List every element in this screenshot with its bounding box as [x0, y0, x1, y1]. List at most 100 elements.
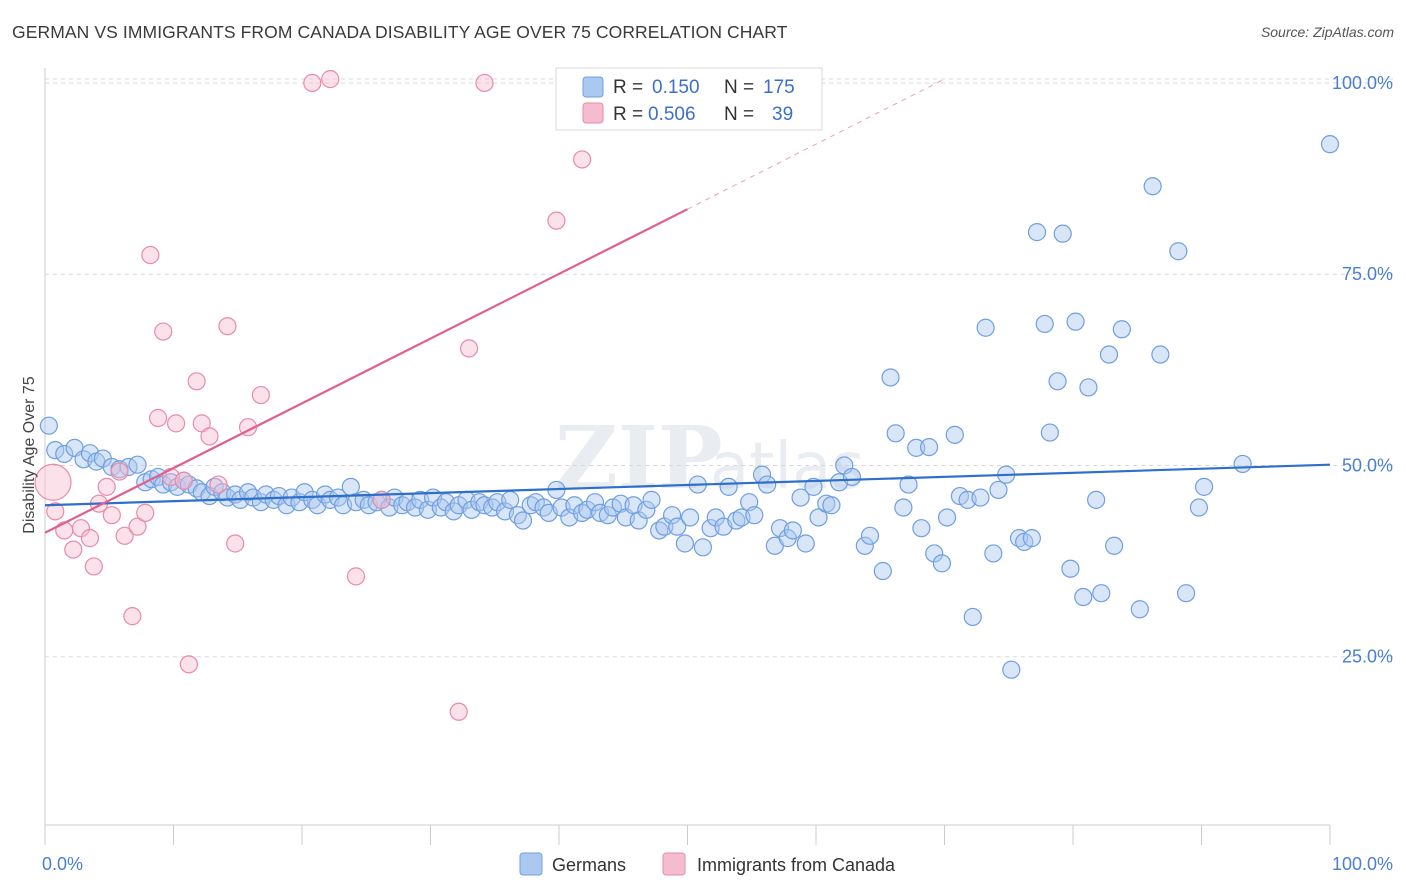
- germans-point-1: [46, 441, 65, 460]
- legend-n-value-germans: 175: [763, 77, 795, 98]
- canada-point-17: [154, 322, 173, 341]
- germans-point-169: [1194, 477, 1214, 496]
- germans-point-90: [637, 500, 656, 519]
- germans-point-142: [984, 544, 1003, 563]
- germans-point-113: [783, 521, 802, 540]
- germans-point-109: [758, 475, 777, 494]
- germans-point-162: [1112, 320, 1131, 339]
- germans-point-151: [1040, 423, 1059, 442]
- germans-point-28: [238, 483, 258, 502]
- canada-point-0: [34, 463, 72, 501]
- legend-n-value-canada: 39: [772, 104, 793, 125]
- canada-point-4: [71, 519, 91, 538]
- series-immigrants-from-canada: [34, 70, 592, 721]
- germans-point-103: [719, 477, 738, 496]
- canada-point-26: [218, 317, 237, 336]
- bottom-legend-swatch-germans: [519, 852, 543, 876]
- series-germans: [39, 135, 1340, 679]
- germans-point-167: [1176, 584, 1196, 603]
- germans-point-152: [1048, 372, 1067, 391]
- legend-swatch-canada: [582, 102, 604, 124]
- canada-point-22: [187, 372, 206, 391]
- germans-point-143: [989, 480, 1008, 500]
- watermark: ZIP atlas: [555, 408, 865, 509]
- germans-point-133: [925, 544, 944, 563]
- germans-point-101: [706, 508, 725, 527]
- germans-point-117: [809, 508, 828, 527]
- legend-swatch-germans: [582, 76, 604, 98]
- germans-point-140: [971, 488, 990, 507]
- canada-point-37: [547, 211, 566, 230]
- germans-point-141: [976, 318, 995, 337]
- canada-point-10: [110, 462, 129, 481]
- canada-point-1: [46, 502, 65, 521]
- germans-point-135: [937, 508, 957, 527]
- germans-point-168: [1189, 498, 1209, 517]
- germans-point-2: [55, 444, 74, 464]
- germans-point-163: [1130, 600, 1149, 619]
- axes: [44, 68, 1331, 845]
- germans-point-119: [822, 496, 841, 515]
- germans-point-104: [727, 511, 746, 530]
- canada-point-25: [209, 475, 228, 494]
- canada-point-27: [226, 534, 245, 553]
- canada-point-20: [174, 471, 193, 490]
- germans-point-129: [899, 475, 918, 494]
- germans-point-116: [804, 477, 823, 496]
- germans-point-125: [873, 561, 892, 581]
- canada-point-5: [80, 529, 100, 548]
- germans-point-114: [791, 488, 810, 507]
- germans-point-136: [945, 425, 964, 444]
- germans-point-96: [675, 534, 695, 553]
- canada-point-11: [115, 526, 134, 545]
- canada-point-13: [128, 517, 147, 536]
- x-tick-label-min: 0.0%: [42, 854, 83, 874]
- germans-point-156: [1074, 587, 1093, 607]
- germans-point-132: [919, 437, 939, 457]
- germans-point-0: [39, 416, 58, 435]
- germans-point-95: [668, 517, 687, 536]
- trend-line-canada-extension: [687, 78, 945, 210]
- legend-n-label-germans: N =: [724, 77, 754, 98]
- germans-point-148: [1022, 529, 1041, 548]
- germans-point-127: [886, 424, 905, 443]
- germans-point-150: [1035, 314, 1054, 334]
- canada-point-21: [179, 655, 199, 674]
- tick-labels: 25.0% 50.0% 75.0% 100.0% 0.0% 100.0%: [42, 73, 1393, 874]
- x-tick-label-max: 100.0%: [1332, 854, 1393, 874]
- legend-bottom: Germans Immigrants from Canada: [519, 852, 896, 876]
- canada-point-31: [321, 70, 340, 89]
- germans-point-115: [796, 534, 815, 553]
- legend-r-value-canada: 0.506: [648, 104, 696, 125]
- canada-point-8: [97, 477, 116, 496]
- legend-r-value-germans: 0.150: [652, 77, 700, 98]
- legend-n-label-canada: N =: [724, 104, 754, 125]
- y-tick-label-50: 50.0%: [1342, 455, 1393, 475]
- germans-point-11: [128, 455, 147, 474]
- trend-line-germans: [44, 463, 1331, 507]
- canada-point-19: [166, 414, 186, 433]
- germans-point-131: [912, 519, 931, 538]
- germans-point-160: [1099, 345, 1119, 364]
- germans-point-145: [1002, 660, 1021, 679]
- canada-point-34: [449, 702, 468, 721]
- germans-point-128: [894, 498, 913, 517]
- germans-point-124: [860, 526, 880, 545]
- bottom-legend-swatch-canada: [662, 852, 686, 876]
- canada-point-29: [251, 385, 270, 405]
- canada-point-38: [573, 150, 592, 169]
- germans-point-170: [1233, 454, 1252, 474]
- legend-top: R = 0.150 N = 175 R = 0.506 N = 39: [555, 67, 823, 131]
- germans-point-158: [1087, 490, 1106, 509]
- germans-point-126: [881, 368, 900, 387]
- canada-point-30: [303, 73, 322, 93]
- germans-point-165: [1151, 345, 1170, 364]
- canada-point-6: [84, 557, 103, 576]
- chart-title: GERMAN VS IMMIGRANTS FROM CANADA DISABIL…: [12, 22, 788, 42]
- germans-point-155: [1066, 312, 1085, 331]
- germans-point-123: [855, 536, 874, 555]
- germans-point-107: [745, 506, 764, 525]
- germans-point-161: [1105, 536, 1124, 555]
- canada-point-2: [55, 521, 74, 540]
